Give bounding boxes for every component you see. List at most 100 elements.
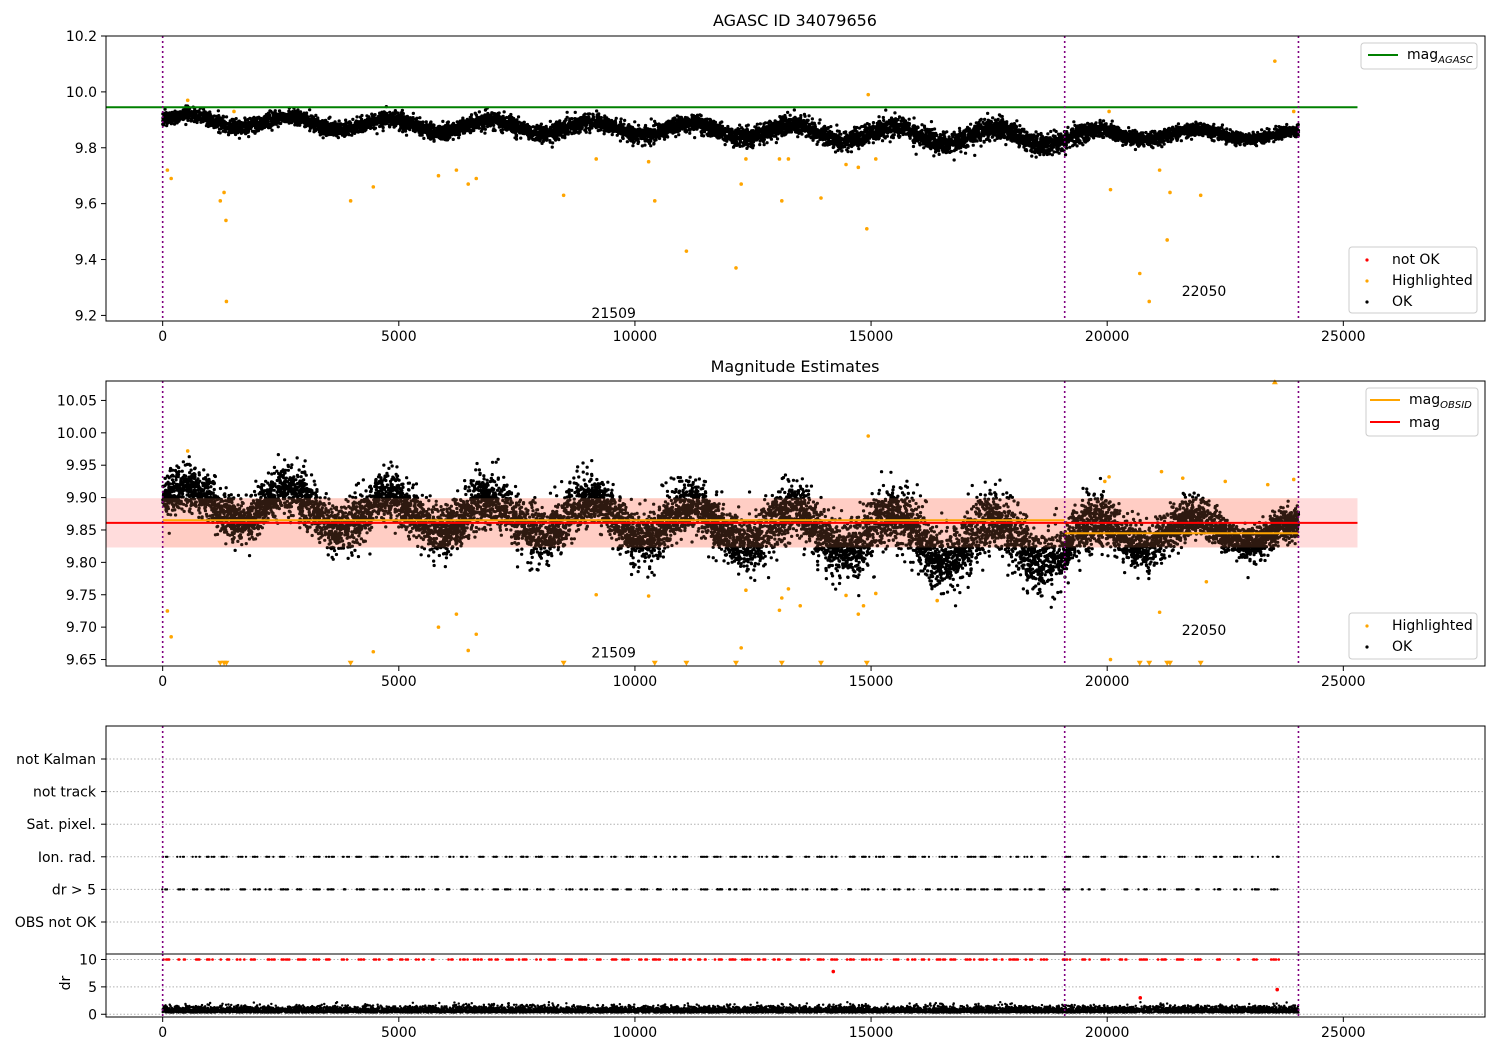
panel-4-ytick-label: 5 [88, 980, 97, 996]
panel-2-ytick-label: 9.95 [66, 458, 97, 474]
panel-2-clipped-point [1146, 660, 1153, 666]
panel-4-xtick-label: 25000 [1321, 1025, 1366, 1041]
panel-2-highlighted-point [594, 592, 599, 597]
panel-2-highlighted-point [861, 603, 866, 608]
panel-1-highlighted-point [474, 176, 479, 181]
panel-2-xtick-label: 10000 [613, 674, 658, 690]
dr-red-point [831, 969, 836, 974]
panel-1-legend-lower: not OK Highlighted OK [1348, 246, 1478, 314]
panel-1-highlighted-point [734, 266, 738, 270]
panel-1-highlighted-point [561, 193, 566, 198]
svg-text:magOBSID: magOBSID [1409, 392, 1472, 411]
legend-highlighted-2: Highlighted [1392, 618, 1473, 634]
panel-1-xtick-label: 20000 [1085, 329, 1130, 345]
panel-2-highlighted-point [1157, 610, 1162, 615]
panel-4-frame [105, 953, 1486, 1018]
dr-axis-label: dr [58, 975, 74, 990]
flag-row-label: not track [33, 785, 97, 801]
flag-row-label: not Kalman [16, 752, 96, 768]
panel-1-highlighted-point [777, 157, 782, 161]
panel-1-highlighted-point [218, 199, 223, 203]
panel-2-highlighted-point [371, 649, 376, 654]
svg-text:magAGASC: magAGASC [1407, 47, 1473, 66]
panel-2-highlighted-point [165, 609, 170, 613]
panel-1-highlighted-point [844, 162, 848, 167]
flag-row-label: Sat. pixel. [27, 817, 96, 833]
panel-1-highlighted-point [1157, 168, 1162, 172]
dr-red-point [1275, 987, 1280, 992]
panel-1-highlighted-point [856, 165, 861, 170]
flag-row-label: Ion. rad. [38, 850, 96, 866]
panel-2-highlighted-point [780, 596, 784, 600]
panel-4-xtick-label: 15000 [849, 1025, 894, 1041]
panel-2-highlighted-point [798, 603, 803, 608]
panel-2-clipped-point [818, 660, 825, 666]
panel-2-highlighted-point [1204, 579, 1209, 584]
panel-1-ytick-label: 10.2 [66, 29, 97, 45]
legend-ok-2: OK [1392, 639, 1413, 655]
panel-1-obsid-label: 21509 [591, 306, 636, 322]
panel-2-xtick-label: 20000 [1085, 674, 1130, 690]
panel-2-clipped-point [683, 660, 690, 666]
panel-2-highlighted-point [866, 434, 871, 438]
panel-2-highlighted-point [873, 591, 878, 596]
panel-1-xtick-label: 10000 [613, 329, 658, 345]
legend-mag-agasc: mag [1407, 47, 1438, 63]
panel-2-ytick-label: 9.80 [66, 555, 97, 571]
panel-2-clipped-point [217, 660, 224, 666]
panel-1-highlighted-point [1147, 299, 1152, 304]
panel-2-xtick-label: 5000 [381, 674, 417, 690]
dr-panel: 0 5000 10000 15000 20000 25000 0 5 10 dr [58, 952, 1486, 1041]
panel-1-ytick-label: 9.4 [75, 253, 97, 269]
legend-mag-obsid: mag [1409, 392, 1440, 408]
flags-panel: not Kalman not track Sat. pixel. Ion. rad. d… [15, 725, 1486, 955]
panel-2-highlighted-point [185, 449, 190, 453]
panel-1-highlighted-point [436, 173, 441, 178]
panel-1-ytick-label: 9.8 [75, 141, 97, 157]
panel-2-ytick-label: 9.65 [66, 653, 97, 669]
panel-1-highlighted-point [780, 199, 784, 203]
panel-2-xtick-label: 15000 [849, 674, 894, 690]
panel-1-highlighted-point [1273, 59, 1277, 63]
panel-2-legend-lower: Highlighted OK [1348, 612, 1478, 660]
panel-1-highlighted-point [652, 199, 657, 203]
legend-not-ok: not OK [1392, 252, 1440, 268]
panel-1-highlighted-point [185, 98, 190, 103]
panel-2-clipped-point [1167, 660, 1174, 666]
panel-2-ytick-label: 9.70 [66, 620, 97, 636]
legend-highlighted: Highlighted [1392, 273, 1473, 289]
panel-2-highlighted-point [935, 598, 939, 603]
panel-4-xtick-label: 20000 [1085, 1025, 1130, 1041]
panel-2-obsid-label: 21509 [591, 646, 636, 662]
panel-2-clipped-point [1136, 660, 1143, 666]
panel-1-highlighted-point [739, 182, 743, 186]
panel-1-highlighted-point [169, 176, 173, 181]
panel-1-xtick-label: 5000 [381, 329, 417, 345]
panel-1-ytick-label: 9.2 [75, 308, 97, 324]
panel-2-clipped-point [778, 660, 785, 666]
panel-2-highlighted-point [1265, 482, 1270, 487]
panel-1-highlighted-point [594, 157, 599, 161]
panel-2-highlighted-point [1103, 479, 1107, 484]
panel-1-ytick-label: 9.6 [75, 197, 97, 213]
panel-2-highlighted-point [454, 612, 459, 616]
panel-1-highlighted-point [1291, 109, 1296, 114]
panel-2-highlighted-point [777, 608, 782, 613]
panel-2-highlighted-point [844, 593, 848, 598]
panel-4-ytick-label: 10 [79, 952, 97, 968]
panel-2-ok-points [161, 453, 1301, 609]
panel-2-highlighted-point [1291, 477, 1296, 482]
panel-2-highlighted-point [1107, 475, 1111, 479]
panel-2-highlighted-point [739, 646, 743, 650]
panel-1-xtick-label: 15000 [849, 329, 894, 345]
panel-2-obsid-label: 22050 [1182, 623, 1227, 639]
panel-1-highlighted-point [819, 196, 823, 200]
panel-1-highlighted-point [873, 157, 878, 161]
panel-1-highlighted-point [224, 299, 229, 304]
panel-1-legend-upper: magAGASC [1360, 42, 1478, 70]
panel-2-ytick-label: 9.75 [66, 588, 97, 604]
panel-2-title: Magnitude Estimates [711, 357, 880, 376]
panel-1-xtick-label: 25000 [1321, 329, 1366, 345]
panel-2-ytick-label: 10.05 [57, 393, 97, 409]
